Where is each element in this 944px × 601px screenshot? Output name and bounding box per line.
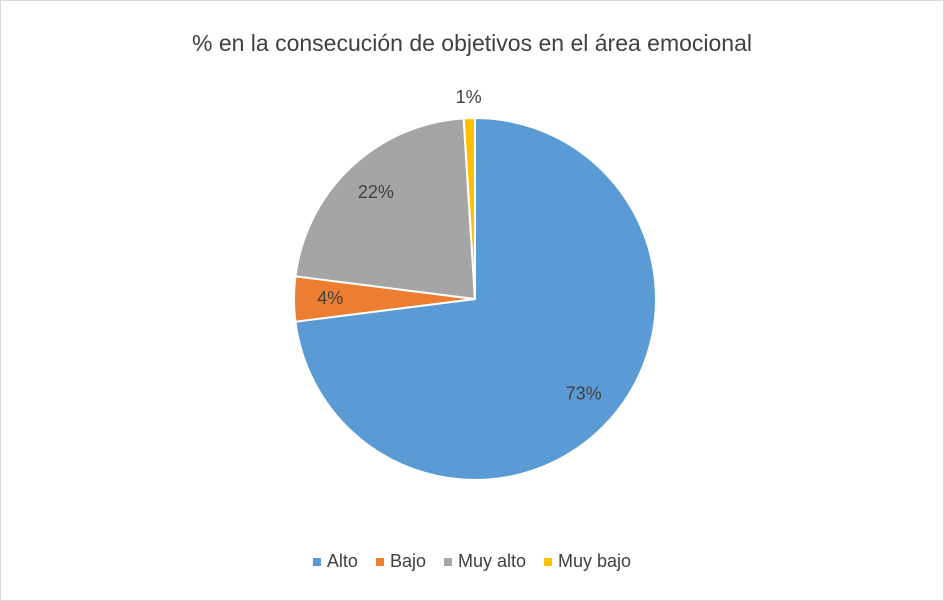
- data-label: 22%: [358, 182, 394, 202]
- data-label: 73%: [566, 384, 602, 404]
- legend: Alto Bajo Muy alto Muy bajo: [312, 551, 631, 571]
- legend-swatch: [544, 558, 553, 566]
- pie-slice: [294, 117, 477, 301]
- legend-label: Alto: [327, 551, 358, 571]
- chart-title: % en la consecución de objetivos en el á…: [192, 30, 752, 56]
- legend-label: Bajo: [390, 551, 426, 571]
- data-label: 4%: [317, 288, 343, 308]
- legend-label: Muy alto: [458, 551, 526, 571]
- legend-label: Muy bajo: [558, 551, 631, 571]
- legend-swatch: [443, 558, 452, 566]
- data-label: 1%: [456, 87, 482, 107]
- legend-swatch: [375, 558, 384, 566]
- legend-swatch: [312, 558, 321, 566]
- pie-slice: [462, 116, 476, 300]
